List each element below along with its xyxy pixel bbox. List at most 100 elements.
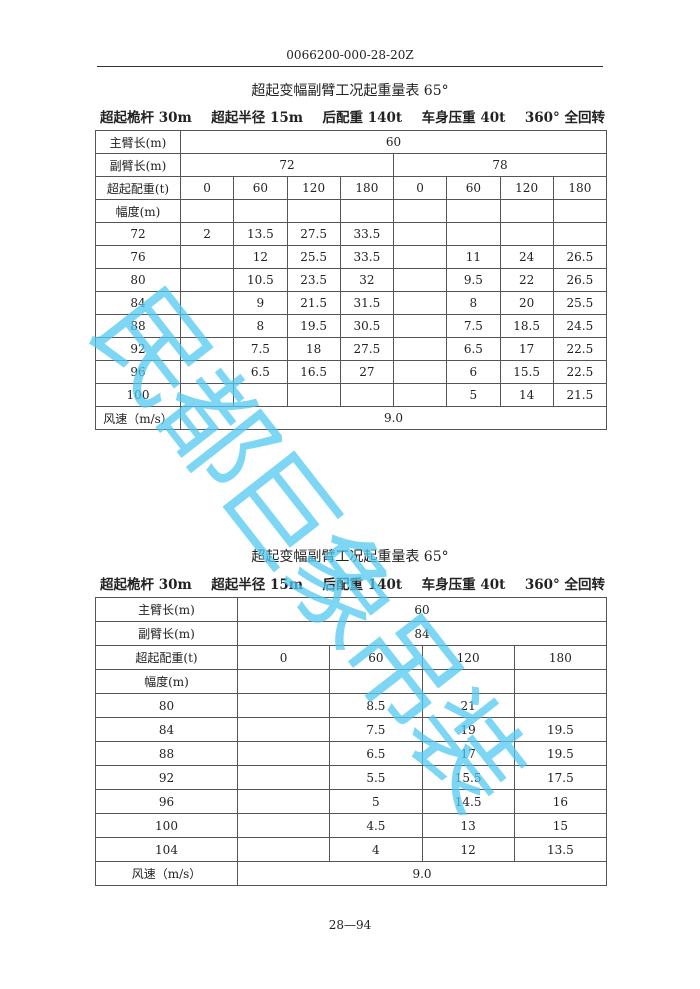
table-row: 76 12 25.5 33.5 11 24 26.5 (95, 245, 608, 269)
cell: 19.5 (513, 717, 608, 742)
table-row: 100 5 14 21.5 (95, 383, 608, 407)
cell: 120 (421, 645, 515, 670)
radius-cell: 104 (95, 837, 238, 862)
cell: 72 (180, 153, 394, 177)
cell: 9.0 (237, 861, 607, 886)
cell: 10.5 (233, 268, 288, 292)
cell: 12 (421, 837, 515, 862)
table-row: 主臂长(m) 60 (95, 130, 607, 154)
cell: 18 (286, 337, 341, 361)
cell (179, 383, 235, 407)
table-row: 80 10.5 23.5 32 9.5 22 26.5 (95, 268, 608, 292)
cell: 0 (179, 176, 235, 200)
cell (236, 813, 331, 838)
cell (392, 222, 448, 246)
cell: 20 (499, 291, 554, 315)
param: 超起桅杆 30m (100, 110, 192, 126)
cell: 11 (446, 245, 501, 269)
cell: 22.5 (552, 337, 608, 361)
cell (236, 741, 331, 766)
cell: 15 (513, 813, 608, 838)
radius-cell: 80 (95, 268, 181, 292)
cell (392, 383, 448, 407)
cell: 9.5 (446, 268, 501, 292)
cell (233, 383, 288, 407)
cell: 7.5 (446, 314, 501, 338)
cell: 7.5 (329, 717, 423, 742)
cell: 32 (339, 268, 395, 292)
cell: 60 (233, 176, 288, 200)
cell: 25.5 (552, 291, 608, 315)
table-row: 幅度(m) (95, 669, 608, 694)
row-label: 副臂长(m) (95, 621, 238, 646)
param: 超起半径 15m (211, 110, 304, 126)
cell: 6 (446, 360, 501, 384)
row-label: 幅度(m) (95, 669, 238, 694)
table-row: 84 7.5 19 19.5 (95, 717, 608, 742)
row-label: 风速（m/s） (95, 861, 238, 886)
cell: 8 (446, 291, 501, 315)
radius-cell: 84 (95, 291, 181, 315)
cell: 180 (339, 176, 395, 200)
param: 超起半径 15m (211, 577, 304, 593)
row-label: 超起配重(t) (95, 176, 181, 200)
param: 360° 全回转 (524, 577, 605, 593)
cell: 33.5 (339, 222, 395, 246)
cell: 60 (446, 176, 501, 200)
cell (236, 717, 331, 742)
cell: 22.5 (552, 360, 608, 384)
cell: 13.5 (233, 222, 288, 246)
header-rule (97, 66, 603, 67)
cell: 120 (499, 176, 554, 200)
table-row: 主臂长(m) 60 (95, 597, 607, 622)
cell: 5 (329, 789, 423, 814)
table-row: 96 6.5 16.5 27 6 15.5 22.5 (95, 360, 608, 384)
load-table-1: 主臂长(m) 60 副臂长(m) 72 78 超起配重(t) 0 60 120 180 0 60 1… (95, 130, 608, 430)
cell: 12 (233, 245, 288, 269)
radius-cell: 88 (95, 314, 181, 338)
cell: 13 (421, 813, 515, 838)
cell: 84 (237, 621, 607, 646)
cell (179, 268, 235, 292)
cell: 25.5 (286, 245, 341, 269)
table-row: 80 8.5 21 (95, 693, 608, 718)
cell: 78 (393, 153, 607, 177)
cell: 16 (513, 789, 608, 814)
cell (499, 222, 554, 246)
param: 360° 全回转 (524, 110, 605, 126)
cell: 14.5 (421, 789, 515, 814)
radius-cell: 100 (95, 813, 238, 838)
cell (392, 337, 448, 361)
cell: 5.5 (329, 765, 423, 790)
cell: 17.5 (513, 765, 608, 790)
table-row: 88 8 19.5 30.5 7.5 18.5 24.5 (95, 314, 608, 338)
cell: 19 (421, 717, 515, 742)
cell: 4.5 (329, 813, 423, 838)
cell: 33.5 (339, 245, 395, 269)
table-row: 72 2 13.5 27.5 33.5 (95, 222, 608, 246)
cell (179, 291, 235, 315)
radius-cell: 96 (95, 789, 238, 814)
cell: 9.0 (180, 406, 607, 430)
table2-title: 超起变幅副臂工况起重量表 65° (251, 549, 449, 565)
cell: 4 (329, 837, 423, 862)
table-row: 92 7.5 18 27.5 6.5 17 22.5 (95, 337, 608, 361)
row-label: 超起配重(t) (95, 645, 238, 670)
cell (446, 222, 501, 246)
cell: 7.5 (233, 337, 288, 361)
cell: 21.5 (286, 291, 341, 315)
cell (513, 693, 608, 718)
cell: 15.5 (421, 765, 515, 790)
cell (236, 789, 331, 814)
param: 车身压重 40t (421, 110, 506, 126)
cell: 31.5 (339, 291, 395, 315)
row-label: 主臂长(m) (95, 130, 181, 154)
param: 后配重 140t (322, 110, 403, 126)
cell: 15.5 (499, 360, 554, 384)
table-row: 副臂长(m) 84 (95, 621, 607, 646)
table-row: 风速（m/s） 9.0 (95, 406, 607, 430)
param: 后配重 140t (322, 577, 403, 593)
table-row: 风速（m/s） 9.0 (95, 861, 607, 886)
cell: 9 (233, 291, 288, 315)
